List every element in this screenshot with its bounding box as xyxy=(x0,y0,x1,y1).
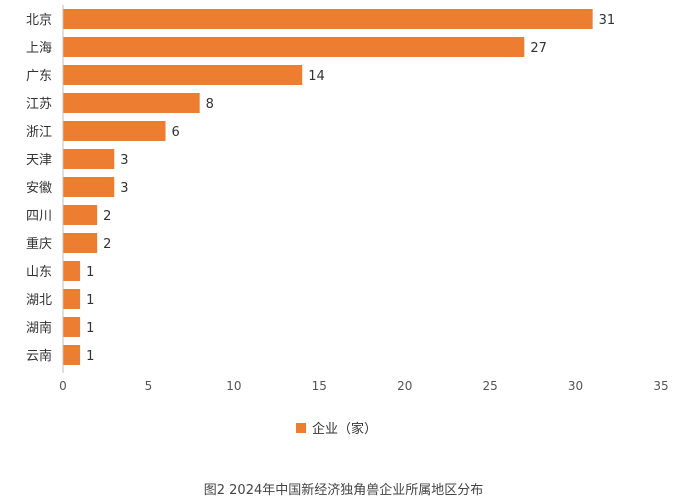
x-tick-label: 0 xyxy=(59,379,67,393)
bar xyxy=(63,345,81,365)
x-tick-label: 25 xyxy=(483,379,498,393)
category-label: 云南 xyxy=(26,348,52,364)
legend-label: 企业（家） xyxy=(312,422,378,437)
category-label: 广东 xyxy=(26,69,52,84)
x-tick-label: 15 xyxy=(312,379,327,393)
bar xyxy=(63,205,98,225)
x-tick-label: 10 xyxy=(226,379,241,393)
bar xyxy=(63,121,166,141)
bars-group: 北京 31 上海 27 广东 14 江苏 8 浙江 6 天津 3 安徽 3 四川 2 重庆 2 山东 1 湖北 1 湖南 1 云… xyxy=(26,9,615,365)
data-label: 3 xyxy=(120,153,128,168)
figure-caption: 图2 2024年中国新经济独角兽企业所属地区分布 xyxy=(203,483,484,498)
category-label: 湖南 xyxy=(26,320,52,336)
x-tick-label: 30 xyxy=(568,379,583,393)
category-label: 山东 xyxy=(26,265,52,280)
bar xyxy=(63,65,303,85)
data-label: 1 xyxy=(86,321,94,336)
data-label: 27 xyxy=(530,41,547,56)
bar xyxy=(63,289,81,309)
legend: 企业（家） xyxy=(296,418,377,437)
bar xyxy=(63,233,98,253)
bar-chart: 北京 31 上海 27 广东 14 江苏 8 浙江 6 天津 3 安徽 3 四川 2 重庆 2 山东 1 湖北 1 湖南 1 云… xyxy=(26,5,669,393)
x-axis: 0 5 10 15 20 25 30 35 xyxy=(59,5,669,393)
data-label: 8 xyxy=(206,97,214,112)
bar xyxy=(63,37,525,57)
category-label: 重庆 xyxy=(26,236,52,252)
x-tick-label: 5 xyxy=(145,379,153,393)
category-label: 江苏 xyxy=(26,96,52,112)
bar xyxy=(63,9,593,29)
bar xyxy=(63,149,115,169)
bar xyxy=(63,177,115,197)
data-label: 1 xyxy=(86,349,94,364)
category-label: 湖北 xyxy=(26,293,52,308)
bar xyxy=(63,93,200,113)
x-tick-label: 35 xyxy=(653,379,668,393)
bar xyxy=(63,317,81,337)
data-label: 14 xyxy=(308,69,325,84)
category-label: 北京 xyxy=(26,13,52,28)
legend-swatch xyxy=(296,422,306,433)
category-label: 安徽 xyxy=(26,181,52,196)
data-label: 2 xyxy=(103,237,111,252)
data-label: 31 xyxy=(599,13,616,28)
data-label: 1 xyxy=(86,293,94,308)
data-label: 6 xyxy=(172,125,180,140)
bar xyxy=(63,261,81,281)
category-label: 上海 xyxy=(26,41,52,56)
category-label: 天津 xyxy=(26,153,52,168)
data-label: 2 xyxy=(103,209,111,224)
category-label: 四川 xyxy=(26,209,52,224)
category-label: 浙江 xyxy=(26,125,52,140)
x-tick-label: 20 xyxy=(397,379,412,393)
data-label: 1 xyxy=(86,265,94,280)
data-label: 3 xyxy=(120,181,128,196)
